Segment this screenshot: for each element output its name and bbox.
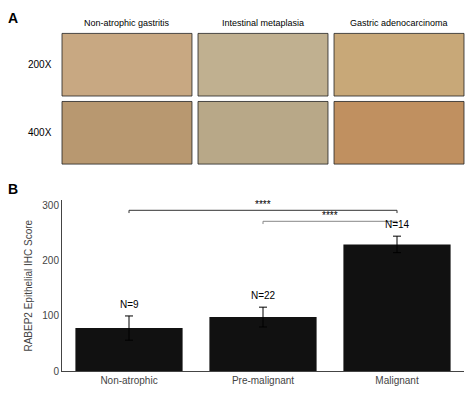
svg-text:Intestinal metaplasia: Intestinal metaplasia	[222, 18, 304, 28]
svg-text:400X: 400X	[28, 127, 52, 138]
svg-text:N=14: N=14	[385, 219, 410, 230]
svg-text:N=22: N=22	[251, 290, 276, 301]
svg-text:100: 100	[42, 310, 59, 321]
svg-text:300: 300	[42, 200, 59, 211]
svg-text:200: 200	[42, 255, 59, 266]
svg-text:Non-atrophic gastritis: Non-atrophic gastritis	[84, 18, 170, 28]
svg-text:Non-atrophic: Non-atrophic	[100, 375, 157, 386]
svg-text:Gastric adenocarcinoma: Gastric adenocarcinoma	[350, 18, 448, 28]
svg-text:****: ****	[255, 199, 271, 210]
svg-text:****: ****	[322, 210, 338, 221]
svg-text:0: 0	[53, 366, 59, 377]
svg-text:B: B	[8, 181, 18, 197]
svg-text:Malignant: Malignant	[375, 375, 419, 386]
svg-text:RABEP2 Epithelial IHC Score: RABEP2 Epithelial IHC Score	[23, 219, 34, 351]
svg-text:200X: 200X	[28, 59, 52, 70]
svg-text:N=9: N=9	[120, 299, 139, 310]
svg-text:A: A	[8, 10, 18, 26]
svg-text:Pre-malignant: Pre-malignant	[232, 375, 294, 386]
